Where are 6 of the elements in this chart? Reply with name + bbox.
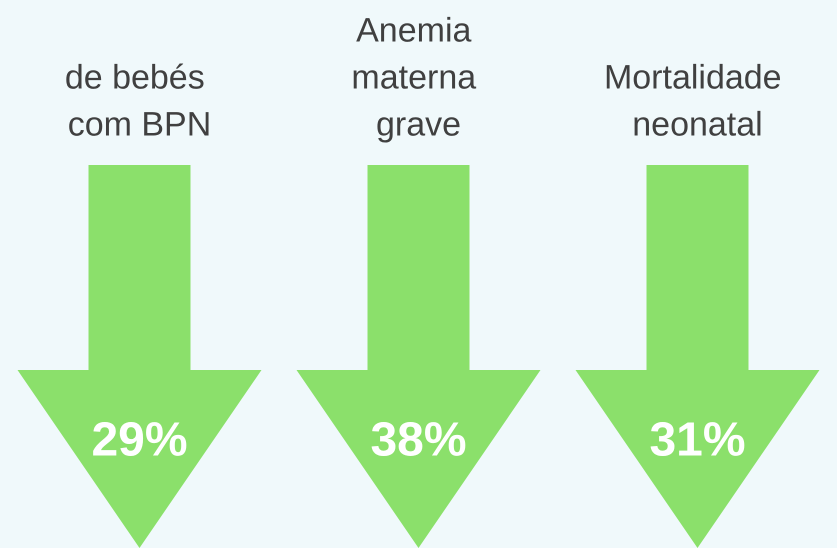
category-label: Anemia materna grave bbox=[351, 12, 486, 144]
data-label: 29% bbox=[91, 414, 188, 466]
data-label: 31% bbox=[649, 414, 746, 466]
category-label: de bebés com BPN bbox=[64, 58, 214, 144]
data-label: 38% bbox=[370, 414, 467, 466]
category-label: Mortalidade neonatal bbox=[604, 58, 792, 144]
